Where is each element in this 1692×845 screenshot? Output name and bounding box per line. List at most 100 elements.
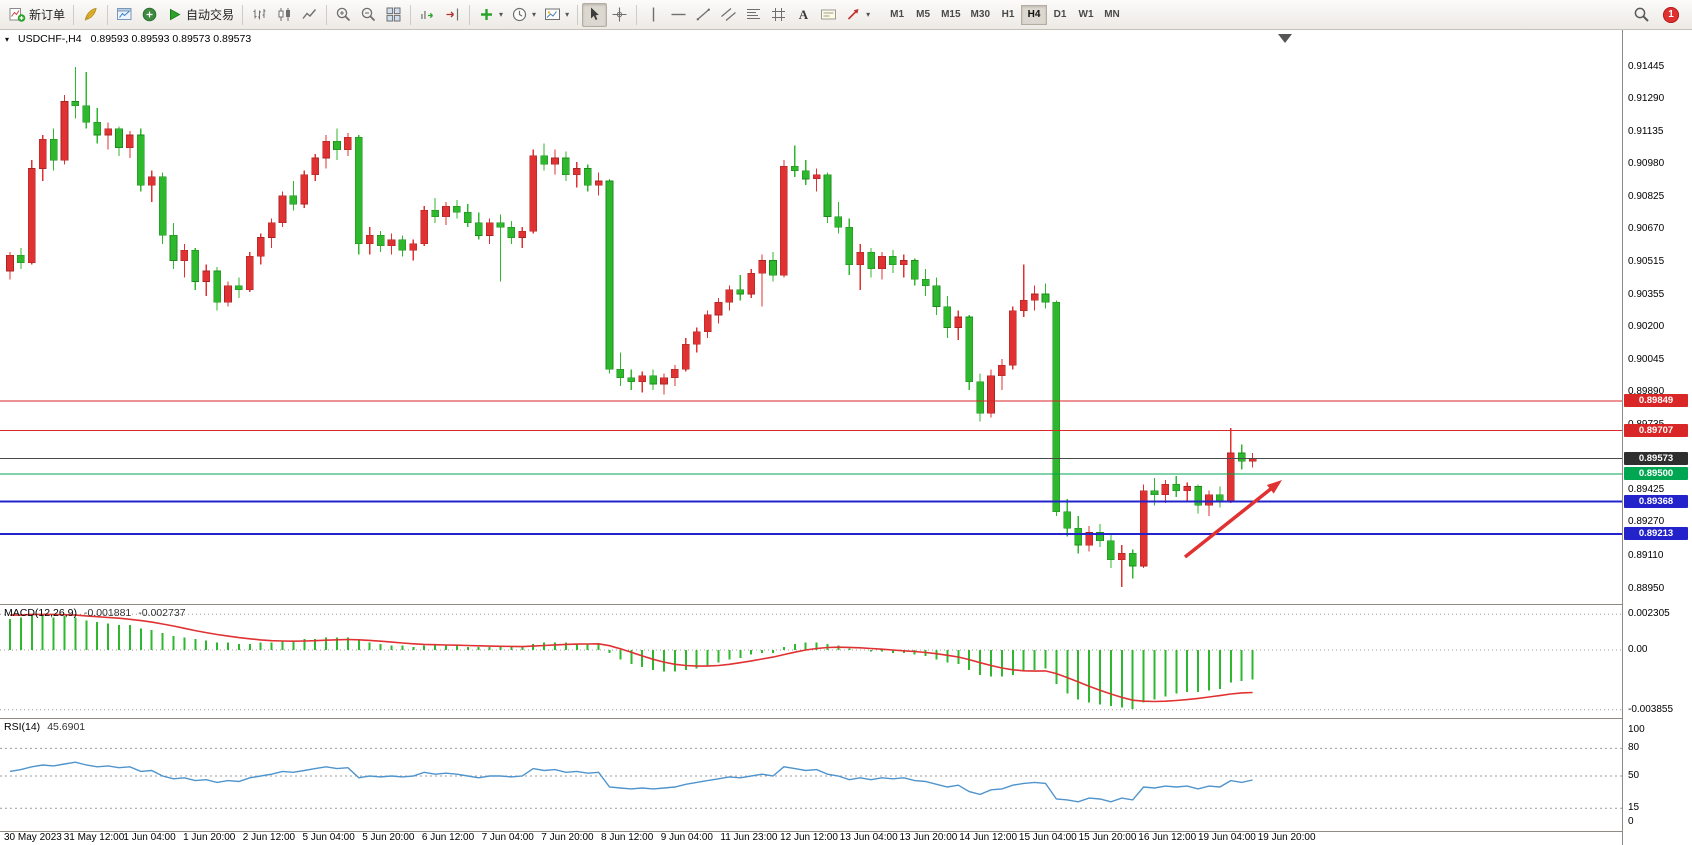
candlestick [1172,476,1181,497]
zoom-out-button[interactable] [356,3,381,27]
candlestick [409,239,418,261]
timeframe-h4[interactable]: H4 [1021,4,1047,25]
price-tick: 0.90670 [1628,223,1665,235]
price-level-badge[interactable]: 0.89849 [1624,394,1688,408]
one-click-trading-toggle[interactable]: ▾ [5,34,10,44]
price-level-badge[interactable]: 0.89368 [1624,495,1688,509]
candlestick [60,95,69,165]
auto-trading-button[interactable]: 自动交易 [162,3,238,27]
candlestick [867,248,875,278]
macd-panel[interactable] [0,605,1622,718]
current-price-badge: 0.89573 [1624,452,1688,466]
price-axis[interactable]: 0.91445 0.91290 0.91135 0.90980 0.90825 0.906… [1622,30,1692,845]
notifications-badge[interactable]: 1 [1663,6,1679,23]
timeframe-m1[interactable]: M1 [890,9,905,20]
line-chart-button[interactable] [297,3,322,27]
time-label: 1 Jun 04:00 [123,832,176,843]
candlestick [551,149,559,175]
price-level-badge[interactable]: 0.89500 [1624,467,1688,481]
new-order-button[interactable]: 新订单 [5,3,69,27]
timeframe-h1[interactable]: H1 [1001,9,1015,20]
toolbar: 新订单 自动交易 ▾ ▾ ▾ A ▾ M1 M5 M15 M30 H1 H4 D1 W1 MN 1 [0,0,1692,30]
candlestick [899,254,908,278]
candlestick [300,170,309,209]
chart-window-button[interactable] [112,3,137,27]
time-label: 14 Jun 12:00 [959,832,1018,843]
candlestick [431,197,439,223]
auto-scroll-button[interactable] [415,3,440,27]
rsi-label-text: RSI(14) [4,721,41,733]
candlestick [453,199,461,219]
indicators-button[interactable]: ▾ [474,3,507,27]
rsi-panel-divider[interactable] [0,718,1692,719]
rsi-panel[interactable] [0,719,1622,831]
candlestick [921,268,930,297]
metaeditor-button[interactable] [78,3,103,27]
chart-shift-marker[interactable] [1278,34,1292,43]
horizontal-line-button[interactable] [666,3,691,27]
candlestick [1248,453,1257,468]
candlestick [758,254,766,307]
candlestick [442,201,450,225]
time-label: 6 Jun 12:00 [421,832,475,843]
candlestick [1019,264,1028,317]
macd-histogram [9,615,1254,709]
crosshair-button[interactable] [607,3,632,27]
cursor-button[interactable] [582,2,608,27]
candlestick [115,126,123,156]
timeframe-m30[interactable]: M30 [970,9,990,20]
candlestick [6,252,14,280]
text-button[interactable]: A [791,3,816,27]
tile-icon [385,6,402,23]
macd-panel-divider[interactable] [0,604,1692,605]
toolbar-separator [636,4,638,25]
candlestick [1008,306,1017,370]
timeframe-d1[interactable]: D1 [1053,9,1067,20]
candlestick [976,373,984,422]
candlestick-chart-button[interactable] [272,3,297,27]
zoom-in-button[interactable] [331,3,356,27]
candlestick [998,358,1006,391]
grid-button[interactable] [766,3,791,27]
timeframe-m15[interactable]: M15 [941,9,961,20]
candlestick [812,168,821,192]
time-label: 5 Jun 20:00 [362,832,415,843]
strategy-tester-button[interactable] [137,3,162,27]
price-level-badge[interactable]: 0.89707 [1624,424,1688,438]
periods-button[interactable]: ▾ [507,3,540,27]
timeframe-m5[interactable]: M5 [916,9,931,20]
arrows-button[interactable]: ▾ [841,3,874,27]
channel-button[interactable] [716,3,741,27]
price-tick: 0.90045 [1628,353,1665,365]
candlestick [823,172,832,223]
rsi-label: RSI(14) 45.6901 [4,721,85,733]
candlestick [147,170,156,202]
time-axis[interactable]: 30 May 2023 31 May 12:00 1 Jun 04:00 1 Jun … [0,832,1622,845]
candlestick [420,206,429,246]
time-label: 16 Jun 12:00 [1138,832,1197,843]
trendline-button[interactable] [691,3,716,27]
candlestick [681,337,690,372]
main-chart[interactable] [0,30,1622,604]
candlestick [1237,444,1246,470]
candlestick [627,369,636,391]
timeframe-w1[interactable]: W1 [1078,9,1094,20]
vertical-line-button[interactable] [641,3,666,27]
candlestick [660,373,668,395]
trend-arrow-annotation[interactable] [1183,480,1282,559]
time-label: 13 Jun 04:00 [839,832,898,843]
label-button[interactable] [816,3,841,27]
candlestick [605,178,614,374]
tile-windows-button[interactable] [381,3,406,27]
timeframe-mn[interactable]: MN [1104,9,1120,20]
fibonacci-button[interactable] [741,3,766,27]
candlestick [104,122,112,150]
candlestick [202,264,210,297]
templates-button[interactable]: ▾ [540,3,573,27]
search-button[interactable] [1629,3,1654,27]
rsi-tick: 0 [1628,816,1634,827]
price-level-badge[interactable]: 0.89213 [1624,527,1688,541]
chart-shift-button[interactable] [440,3,465,27]
bar-chart-button[interactable] [247,3,272,27]
